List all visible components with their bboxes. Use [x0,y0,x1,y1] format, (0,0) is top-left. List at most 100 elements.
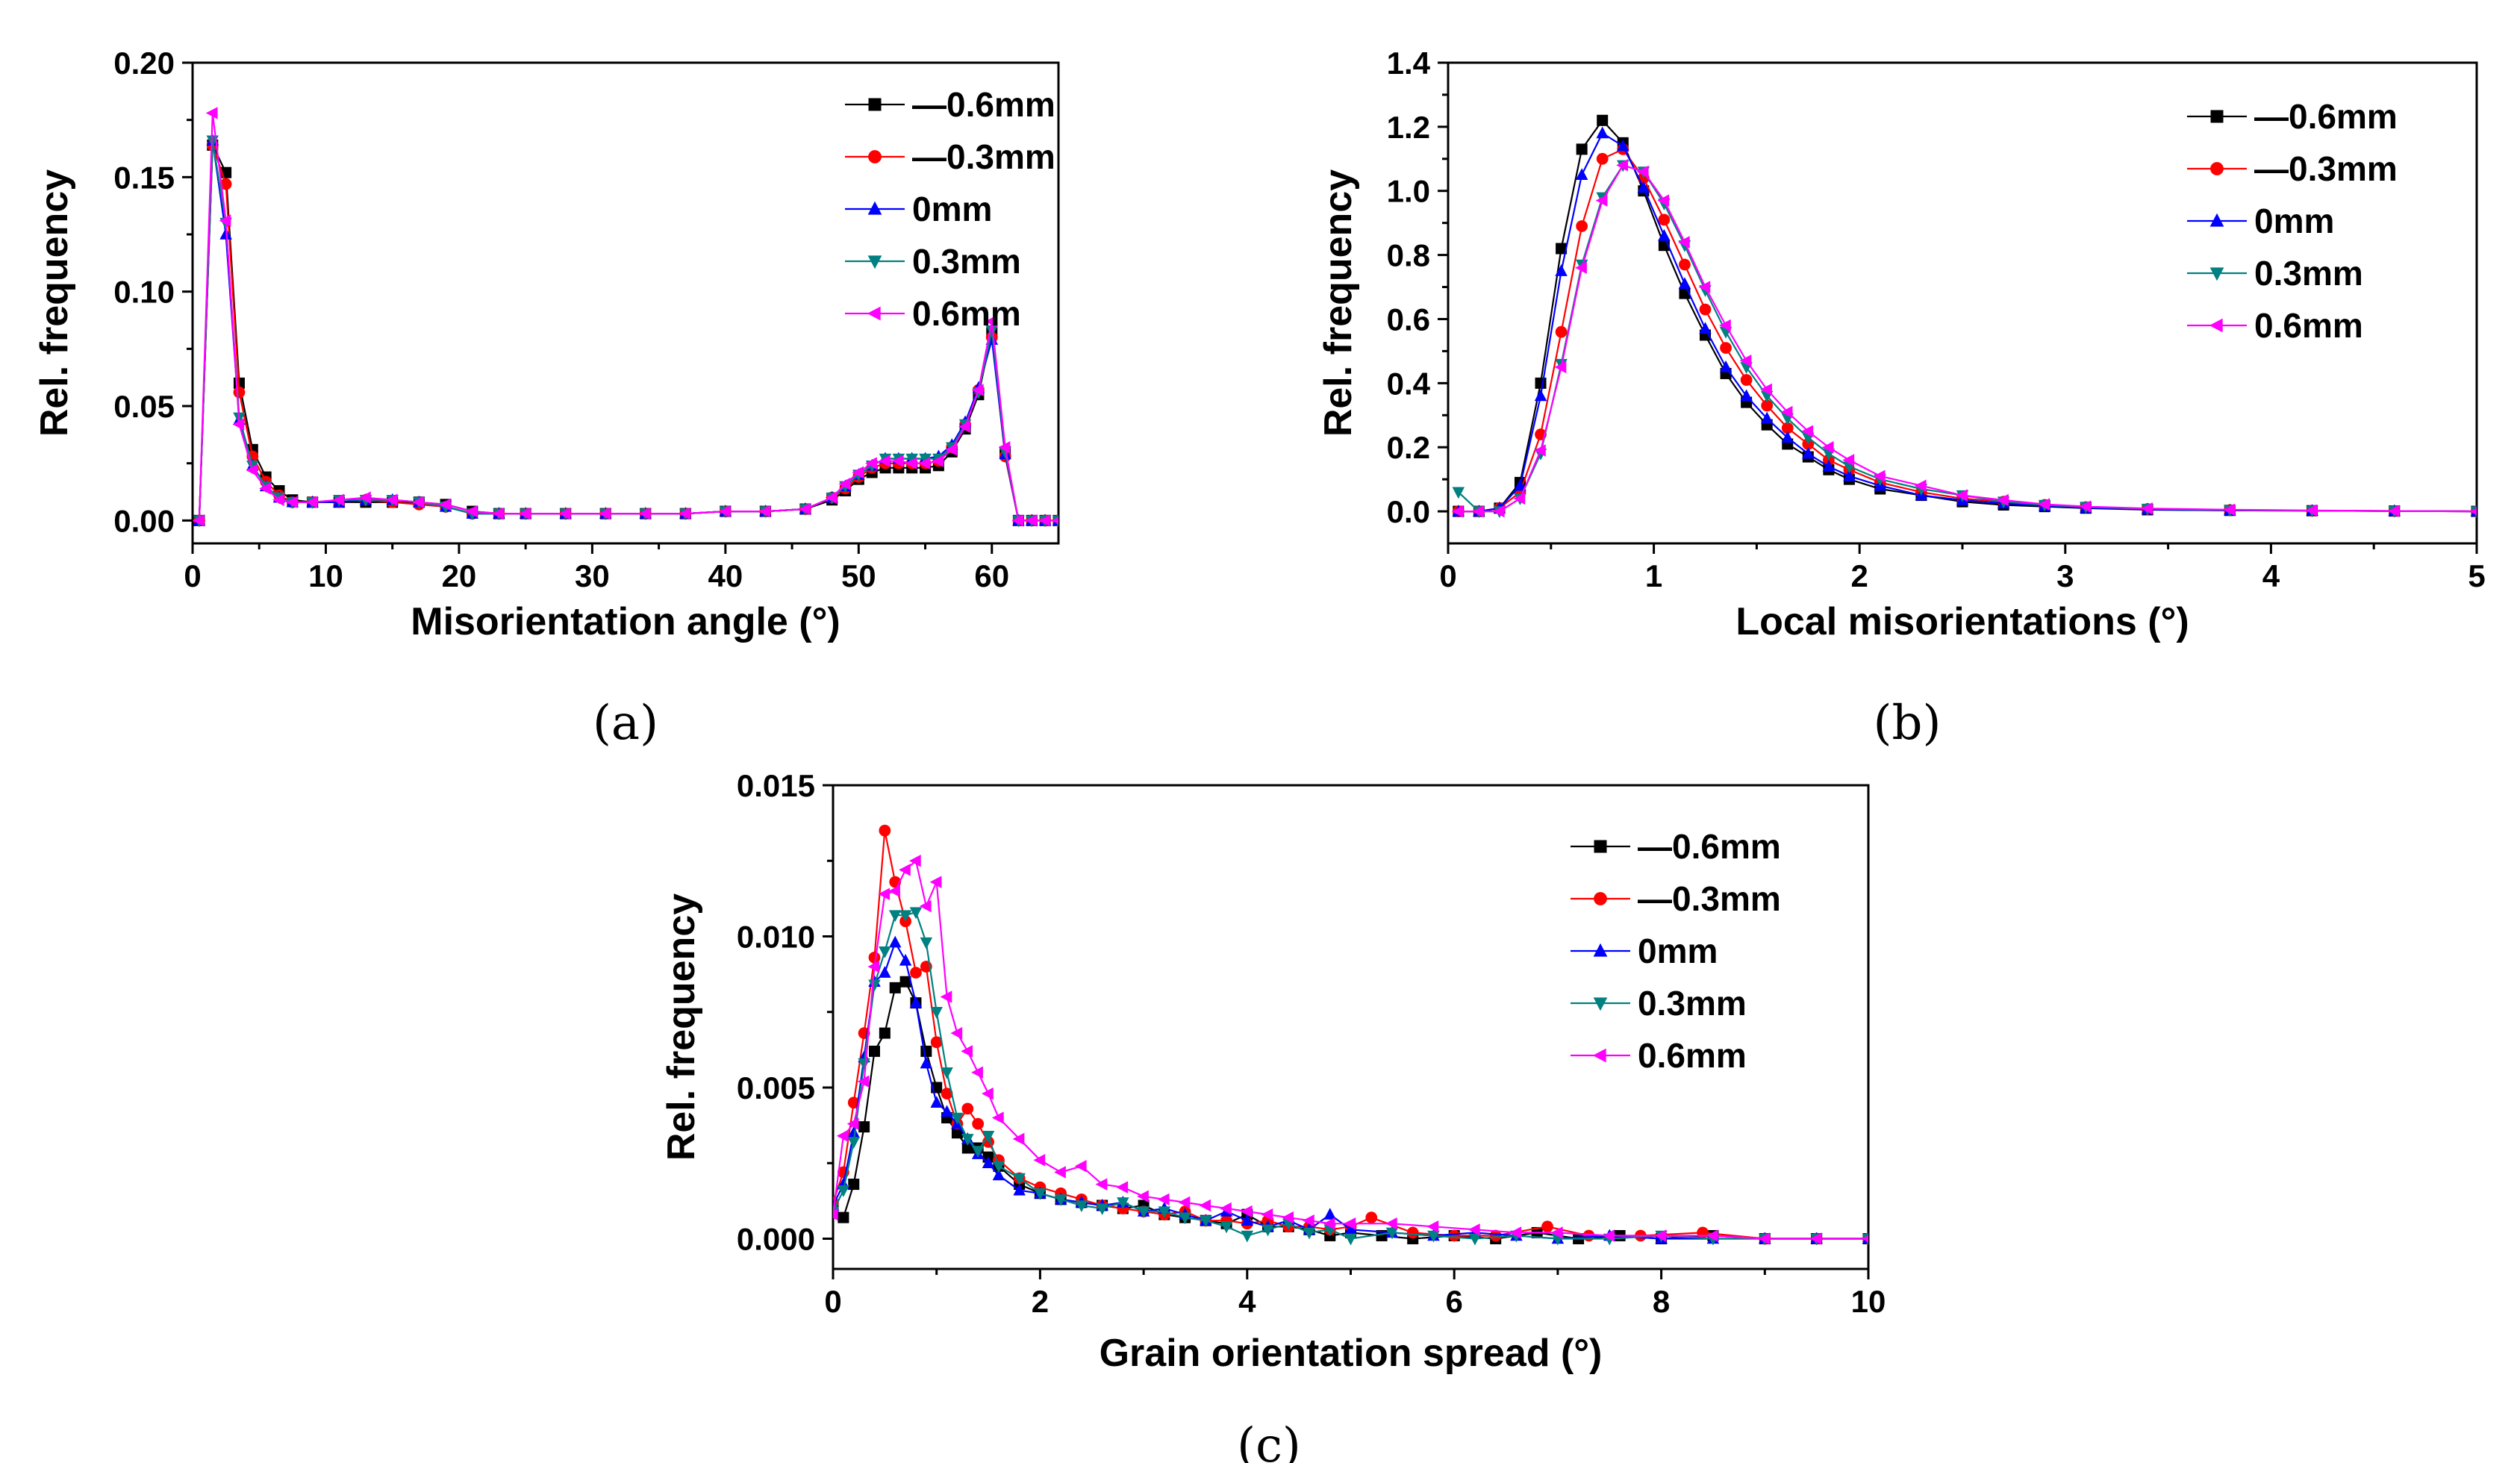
data-point [1117,1197,1129,1209]
legend-label: 0mm [1638,932,1718,970]
series-2 [833,935,1868,1244]
data-point [905,453,918,466]
data-point [2387,505,2400,517]
data-point [1013,1173,1026,1185]
data-point [1323,1208,1337,1220]
data-point [891,455,904,467]
legend-label: —0.3mm [2254,149,2398,188]
data-point [971,1066,983,1079]
data-point [679,507,691,520]
series-3 [833,907,1868,1246]
y-axis-label: Rel. frequency [33,169,76,437]
data-point [1677,236,1690,249]
legend-label: —0.6mm [912,85,1055,124]
panel-label: (a) [593,696,658,751]
data-point [1576,220,1588,232]
legend-entry: 0.6mm [845,294,1021,333]
data-point [971,1146,985,1158]
data-point [858,1121,870,1133]
series-4 [193,107,1058,527]
data-point [932,455,944,467]
data-point [1596,126,1609,139]
y-tick-label: 0.010 [737,920,815,955]
x-tick-label: 10 [308,558,343,593]
legend-marker [868,98,882,111]
data-point [1781,431,1794,443]
data-point [982,1087,994,1100]
x-tick-label: 60 [974,558,1009,593]
data-point [825,491,838,504]
x-tick-label: 1 [1645,558,1662,593]
data-point [1760,383,1772,396]
data-point [1582,1229,1595,1242]
data-point [492,507,505,520]
legend-label: 0mm [2254,202,2334,240]
data-point [1054,1194,1067,1206]
data-point [1534,389,1547,402]
data-point [1075,1200,1088,1212]
data-point [1426,1220,1439,1233]
data-point [1011,514,1024,527]
data-point [2038,498,2050,511]
data-point [1038,514,1050,527]
data-point [857,1075,870,1088]
data-point [899,976,911,988]
x-tick-label: 2 [1032,1284,1049,1319]
data-point [246,464,258,477]
data-point [1740,374,1753,386]
data-point [865,457,877,470]
data-point [638,507,651,520]
data-point [930,1036,943,1049]
data-point [1468,1233,1482,1246]
data-point [1843,469,1856,481]
data-point [951,1112,964,1125]
data-point [1679,258,1691,271]
data-point [905,457,917,470]
data-point [758,505,771,518]
y-tick-label: 0.4 [1387,366,1431,401]
y-axis-label: Rel. frequency [1317,169,1360,437]
data-point [836,1129,849,1143]
legend-label: 0.6mm [912,294,1021,333]
data-point [879,966,891,978]
data-point [1033,1153,1046,1167]
legend-marker [1594,840,1607,853]
data-point [985,325,999,337]
data-point [868,1045,880,1057]
data-point [1862,1235,1868,1243]
legend-entry: —0.3mm [2187,149,2398,188]
x-axis-label: Misorientation angle (°) [411,600,840,643]
data-point [332,493,345,506]
x-tick-label: 40 [708,558,743,593]
data-point [1554,361,1567,374]
legend-entry: 0.3mm [845,242,1021,281]
data-point [858,1058,870,1070]
data-point [1012,1132,1025,1146]
data-point [1636,165,1649,178]
data-point [385,493,398,506]
series-4 [833,855,1868,1245]
x-axis-label: Grain orientation spread (°) [1100,1332,1603,1375]
data-point [1220,1202,1232,1215]
data-point [519,507,531,520]
legend-marker [868,150,882,163]
legend-marker [1593,943,1608,957]
data-point [1157,1193,1170,1206]
legend-label: 0.3mm [1638,984,1747,1023]
data-point [1637,181,1650,193]
legend-entry: 0.3mm [1571,984,1747,1023]
legend-label: 0.3mm [2254,254,2363,293]
data-point [888,885,900,897]
x-tick-label: 0 [184,558,201,593]
data-point [1719,319,1731,332]
data-point [918,457,931,470]
data-point [1603,1229,1615,1242]
x-tick-label: 30 [575,558,610,593]
data-point [982,1156,995,1168]
data-point [1596,152,1609,165]
y-tick-label: 0.8 [1387,238,1430,273]
data-point [2141,502,2153,515]
data-point [1137,1190,1149,1203]
data-point [1385,1217,1397,1230]
data-point [205,107,218,119]
